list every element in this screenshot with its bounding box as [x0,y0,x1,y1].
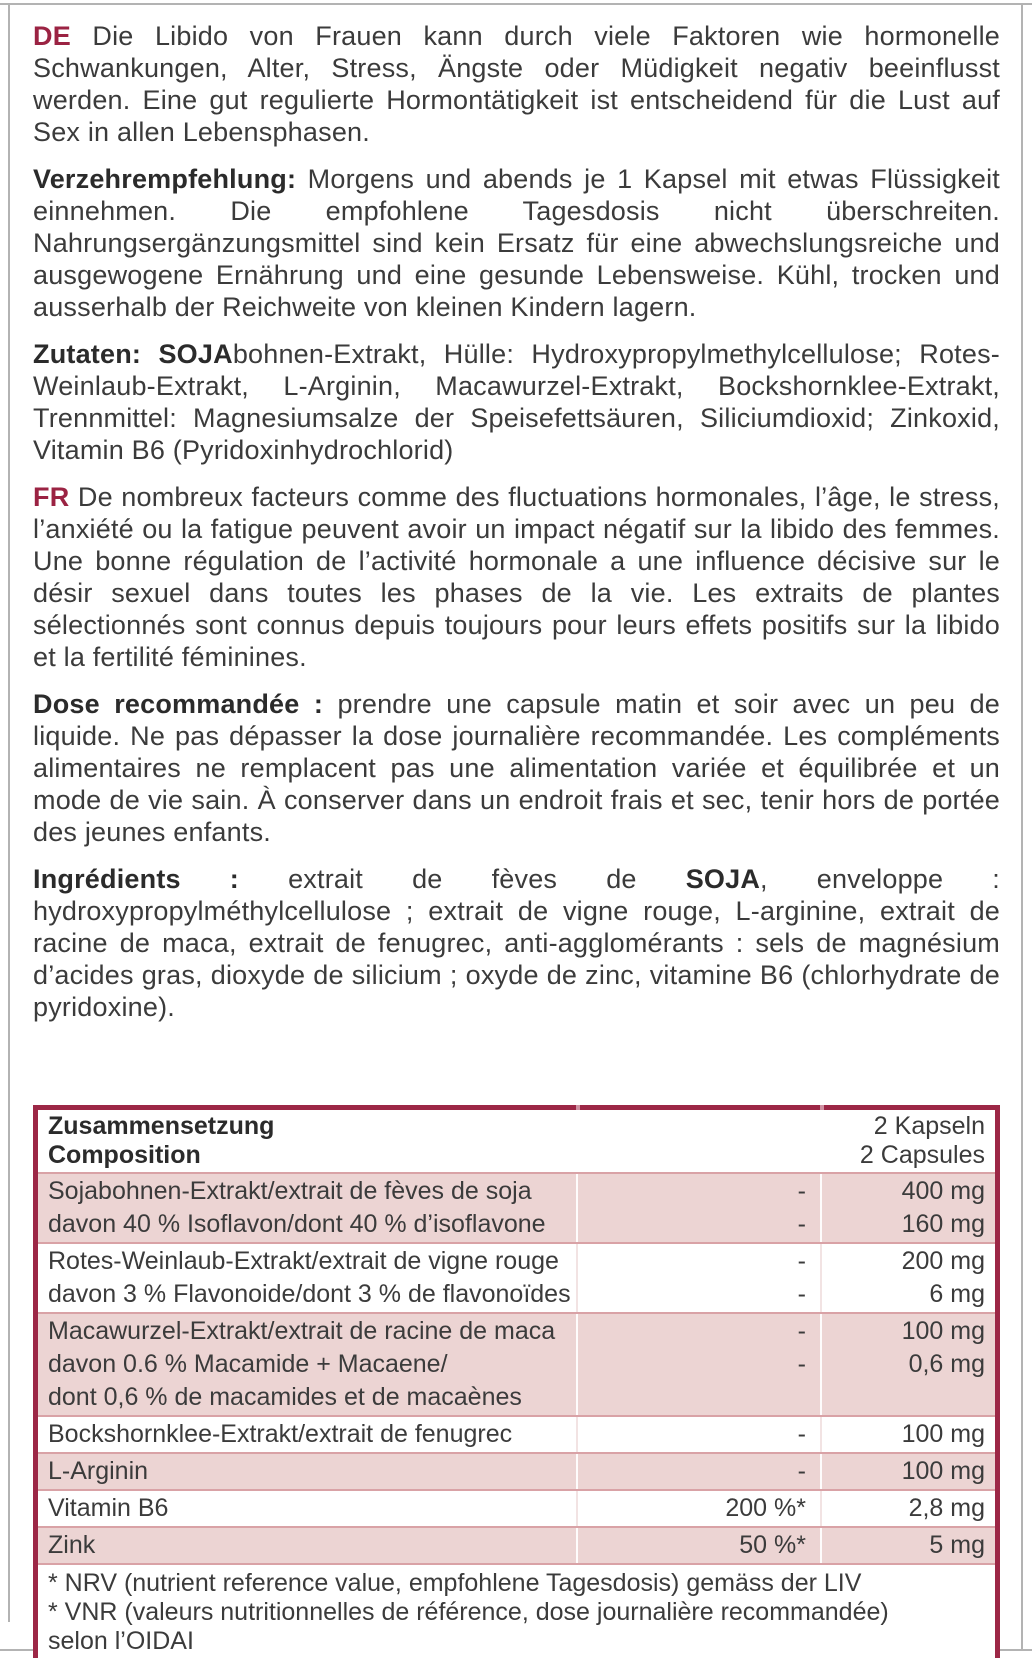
language-tag: DE [33,21,71,51]
paragraph: Verzehrempfehlung: Morgens und abends je… [33,163,1000,323]
cell-amt: 100 mg [901,1317,985,1345]
cell-name: davon 0.6 % Macamide + Macaene/ [38,1348,578,1381]
composition-table-header: Zusammensetzung Composition 2 Kapseln 2 … [38,1110,995,1172]
table-row: Rotes-Weinlaub-Extrakt/extrait de vigne … [38,1242,995,1312]
table-row-line: Vitamin B6 200 %* 2,8 mg [38,1491,995,1526]
table-row-line: Macawurzel-Extrakt/extrait de racine de … [38,1314,995,1348]
composition-table-body: Sojabohnen-Extrakt/extrait de fèves de s… [38,1172,995,1563]
cell-amt: 5 mg [929,1531,985,1559]
table-dose-de: 2 Kapseln [873,1112,985,1140]
table-row: Sojabohnen-Extrakt/extrait de fèves de s… [38,1172,995,1242]
cell-amt: 6 mg [929,1280,985,1308]
cell-name: davon 3 % Flavonoide/dont 3 % de flavono… [38,1278,578,1312]
page-edge-top [0,3,1032,5]
footnote-line: * VNR (valeurs nutritionnelles de référe… [48,1598,889,1626]
cell-amt: 0,6 mg [908,1350,985,1378]
table-row-line: davon 3 % Flavonoide/dont 3 % de flavono… [38,1278,995,1312]
table-row-line: dont 0,6 % de macamides et de macaènes [38,1381,995,1415]
cell-amt: 100 mg [901,1457,985,1485]
cell-nrv: 50 %* [578,1528,822,1563]
footnote-line: selon l’OIDAI [48,1627,194,1655]
table-row-line: Rotes-Weinlaub-Extrakt/extrait de vigne … [38,1244,995,1278]
label-text-block: DE Die Libido von Frauen kann durch viel… [33,20,1000,1038]
table-row-line: davon 0.6 % Macamide + Macaene/- 0,6 mg [38,1348,995,1381]
table-title-fr: Composition [48,1141,201,1169]
table-row-line: Sojabohnen-Extrakt/extrait de fèves de s… [38,1174,995,1208]
table-row: Vitamin B6 200 %* 2,8 mg [38,1489,995,1526]
page-edge-right [1021,5,1023,1651]
cell-nrv: - [578,1348,822,1381]
text-segment: Morgens und abends je 1 Kapsel mit etwas… [33,164,1000,322]
column-notch [576,1105,580,1110]
cell-nrv: - [578,1417,822,1452]
table-row-line: Zink 50 %* 5 mg [38,1528,995,1563]
text-segment: De nombreux facteurs comme des fluctuati… [33,482,1000,672]
paragraph: Ingrédients : extrait de fèves de SOJA, … [33,863,1000,1023]
text-segment: extrait de fèves de [239,864,686,894]
composition-table: Zusammensetzung Composition 2 Kapseln 2 … [33,1105,1000,1658]
table-title-de: Zusammensetzung [48,1112,275,1140]
cell-amt: 160 mg [901,1210,985,1238]
page-edge-left [8,5,10,1622]
cell-amt: 200 mg [901,1247,985,1275]
cell-nrv: - [578,1278,822,1312]
paragraph: Dose recommandée : prendre une capsule m… [33,688,1000,848]
cell-amt: 100 mg [901,1420,985,1448]
column-notch [820,1105,824,1110]
cell-nrv: 200 %* [578,1491,822,1526]
table-row: Bockshornklee-Extrakt/extrait de fenugre… [38,1415,995,1452]
cell-nrv: - [578,1244,822,1278]
table-title: Zusammensetzung Composition [48,1112,274,1170]
text-segment: SOJA [685,864,761,894]
table-row-line: L-Arginin - 100 mg [38,1454,995,1489]
cell-name: davon 40 % Isoflavon/dont 40 % d’isoflav… [38,1208,578,1242]
footnote-line: * NRV (nutrient reference value, empfohl… [48,1569,862,1597]
cell-name: Vitamin B6 [38,1491,578,1526]
text-segment: Dose recommandée : [33,689,324,719]
table-row: Zink 50 %* 5 mg [38,1526,995,1563]
text-segment: , enveloppe : hydroxypropylméthylcellulo… [33,864,1000,1022]
paragraph: FR De nombreux facteurs comme des fluctu… [33,481,1000,673]
language-tag: FR [33,482,70,512]
cell-amt: 400 mg [901,1177,985,1205]
text-segment: prendre une capsule matin et soir avec u… [33,689,1001,847]
table-dose-column-header: 2 Kapseln 2 Capsules [860,1112,985,1170]
cell-name: Bockshornklee-Extrakt/extrait de fenugre… [38,1417,578,1452]
cell-nrv: - [578,1454,822,1489]
text-segment: Zutaten: SOJA [33,339,233,369]
cell-name: Macawurzel-Extrakt/extrait de racine de … [38,1314,578,1348]
cell-name: Sojabohnen-Extrakt/extrait de fèves de s… [38,1174,578,1208]
paragraph: Zutaten: SOJAbohnen-Extrakt, Hülle: Hydr… [33,338,1000,466]
text-segment: bohnen-Extrakt, Hülle: Hydroxypropylmeth… [33,339,1000,465]
table-row-line: Bockshornklee-Extrakt/extrait de fenugre… [38,1417,995,1452]
cell-name: L-Arginin [38,1454,578,1489]
table-dose-fr: 2 Capsules [859,1141,985,1169]
paragraph: DE Die Libido von Frauen kann durch viel… [33,20,1000,148]
cell-nrv: - [578,1208,822,1242]
cell-nrv: - [578,1174,822,1208]
text-segment: Verzehrempfehlung: [33,164,297,194]
cell-amt [822,1381,995,1415]
table-row-line: davon 40 % Isoflavon/dont 40 % d’isoflav… [38,1208,995,1242]
cell-nrv: - [578,1314,822,1348]
table-footnotes: * NRV (nutrient reference value, empfohl… [38,1563,995,1658]
cell-amt: 2,8 mg [908,1494,985,1522]
cell-name: Zink [38,1528,578,1563]
text-segment: Die Libido von Frauen kann durch viele F… [33,21,1000,147]
text-segment: Ingrédients : [33,864,239,894]
cell-name: dont 0,6 % de macamides et de macaènes [38,1381,578,1415]
table-row: Macawurzel-Extrakt/extrait de racine de … [38,1312,995,1415]
cell-name: Rotes-Weinlaub-Extrakt/extrait de vigne … [38,1244,578,1278]
table-row: L-Arginin - 100 mg [38,1452,995,1489]
cell-nrv [578,1381,822,1415]
